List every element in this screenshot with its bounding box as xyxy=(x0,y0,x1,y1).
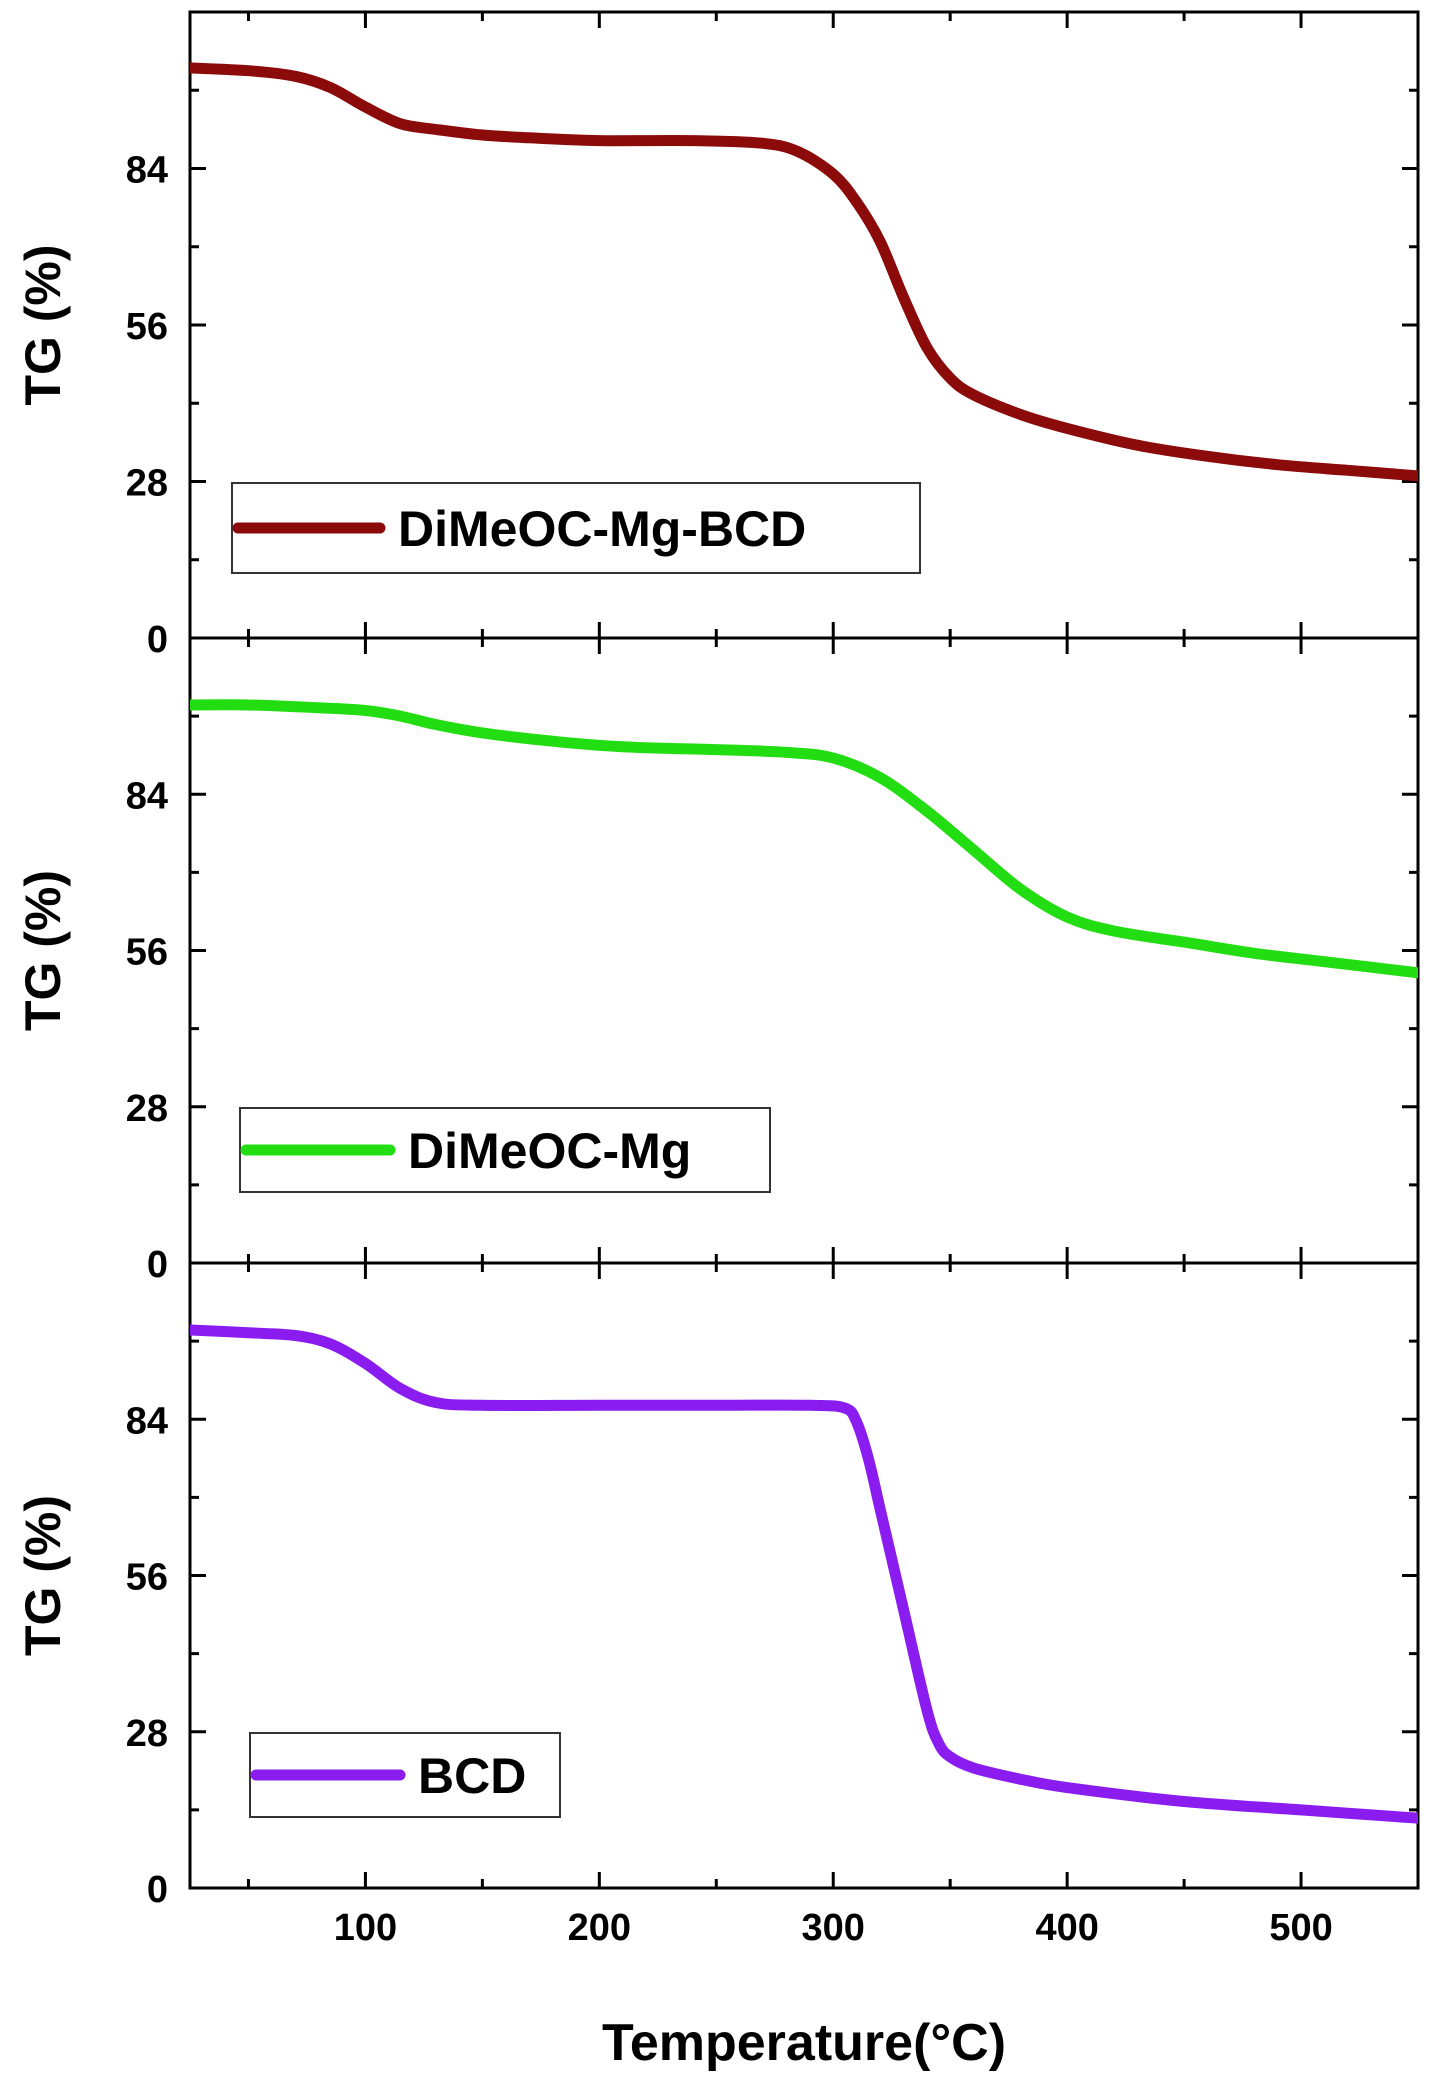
panel-1: 0 28 56 84 TG (%) DiMeOC-Mg-BCD xyxy=(15,10,1420,661)
legend-label: DiMeOC-Mg xyxy=(408,1123,691,1179)
panel-3: 0 28 56 84 TG (%) BCD 100 200 300 400 500 xyxy=(15,1261,1420,1949)
y-axis-label: TG (%) xyxy=(15,244,71,405)
y-tick-label: 84 xyxy=(126,775,168,817)
y-tick-label: 0 xyxy=(147,1869,168,1911)
x-tick-label: 400 xyxy=(1035,1907,1098,1949)
x-tick-label: 200 xyxy=(568,1907,631,1949)
y-tick-label: 56 xyxy=(126,1557,168,1599)
y-axis-label: TG (%) xyxy=(15,1495,71,1656)
y-tick-label: 56 xyxy=(126,932,168,974)
panels-group: 0 28 56 84 TG (%) DiMeOC-Mg-BCD 0 28 56 84 TG (%) D… xyxy=(15,10,1420,1949)
y-tick-label: 28 xyxy=(126,1713,168,1755)
legend-box xyxy=(239,1107,771,1193)
series-line-dimeoc-mg-bcd xyxy=(190,62,1418,482)
y-tick-label: 0 xyxy=(147,619,168,661)
x-tick-label: 300 xyxy=(802,1907,865,1949)
y-axis-label: TG (%) xyxy=(15,870,71,1031)
panel-2: 0 28 56 84 TG (%) DiMeOC-Mg xyxy=(15,636,1420,1286)
x-tick-label: 500 xyxy=(1269,1907,1332,1949)
legend-label: DiMeOC-Mg-BCD xyxy=(398,501,806,557)
x-axis-label: Temperature(°C) xyxy=(602,2014,1006,2072)
x-tick-label: 100 xyxy=(334,1907,397,1949)
legend: DiMeOC-Mg xyxy=(239,1107,771,1193)
y-tick-label: 28 xyxy=(126,463,168,505)
legend-label: BCD xyxy=(418,1748,526,1804)
y-tick-label: 56 xyxy=(126,306,168,348)
legend: BCD xyxy=(249,1732,561,1818)
legend: DiMeOC-Mg-BCD xyxy=(231,482,921,574)
y-tick-label: 84 xyxy=(126,1400,168,1442)
y-tick-label: 0 xyxy=(147,1244,168,1286)
series-line-dimeoc-mg xyxy=(190,699,1418,979)
y-tick-label: 84 xyxy=(126,150,168,192)
series-line-bcd xyxy=(190,1324,1418,1824)
y-tick-label: 28 xyxy=(126,1088,168,1130)
